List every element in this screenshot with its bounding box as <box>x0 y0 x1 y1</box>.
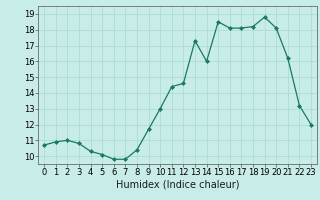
X-axis label: Humidex (Indice chaleur): Humidex (Indice chaleur) <box>116 180 239 190</box>
